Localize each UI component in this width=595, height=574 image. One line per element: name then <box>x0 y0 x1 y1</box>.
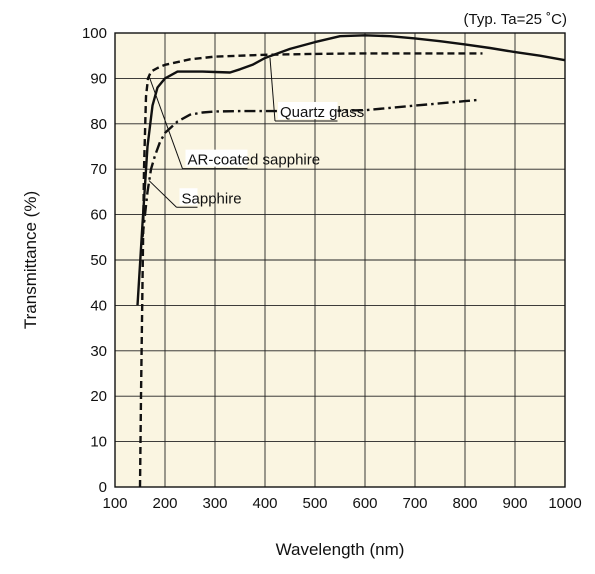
series-annotations: Quartz glass AR-coated sapphire Sapphire <box>148 57 364 208</box>
x-tick-label: 700 <box>402 495 427 512</box>
leader-line-ar-coated-sapphire <box>148 75 183 169</box>
series-line-sapphire <box>141 98 481 238</box>
label-backdrop-sapphire <box>179 188 198 206</box>
y-axis-title: Transmittance (%) <box>21 191 40 329</box>
series-line-quartz-glass <box>136 34 566 306</box>
series-lines <box>136 34 566 488</box>
y-tick-label: 0 <box>99 479 107 496</box>
y-tick-label: 20 <box>90 388 107 405</box>
x-tick-label: 1000 <box>548 495 581 512</box>
x-tick-label: 900 <box>502 495 527 512</box>
x-axis-title: Wavelength (nm) <box>276 540 405 559</box>
y-tick-label: 80 <box>90 116 107 133</box>
x-tick-label: 100 <box>102 495 127 512</box>
x-tick-label: 800 <box>452 495 477 512</box>
x-tick-label: 600 <box>352 495 377 512</box>
y-tick-label: 70 <box>90 161 107 178</box>
leader-line-sapphire <box>148 180 177 208</box>
x-axis-ticks: 100 200 300 400 500 600 700 800 900 1000 <box>102 495 581 512</box>
y-tick-label: 10 <box>90 434 107 451</box>
x-tick-label: 300 <box>202 495 227 512</box>
y-tick-label: 100 <box>82 25 107 42</box>
label-quartz-glass: Quartz glass <box>280 104 364 121</box>
y-axis-ticks: 0 10 20 30 40 50 60 70 80 90 100 <box>82 25 107 496</box>
label-ar-coated-sapphire: AR-coated sapphire <box>188 152 321 169</box>
y-tick-label: 30 <box>90 343 107 360</box>
conditions-note: (Typ. Ta=25 ˚C) <box>463 11 567 28</box>
label-backdrop-quartz-glass <box>278 101 338 119</box>
label-sapphire: Sapphire <box>182 190 242 207</box>
y-tick-label: 40 <box>90 297 107 314</box>
label-backdrop-ar-coated-sapphire <box>185 149 248 167</box>
x-tick-label: 400 <box>252 495 277 512</box>
y-tick-label: 60 <box>90 207 107 224</box>
x-tick-label: 200 <box>152 495 177 512</box>
x-tick-label: 500 <box>302 495 327 512</box>
y-tick-label: 50 <box>90 252 107 269</box>
series-line-ar-coated-sapphire <box>138 52 483 488</box>
y-tick-label: 90 <box>90 70 107 87</box>
leader-line-quartz-glass <box>269 57 276 122</box>
plot-frame <box>114 32 566 488</box>
